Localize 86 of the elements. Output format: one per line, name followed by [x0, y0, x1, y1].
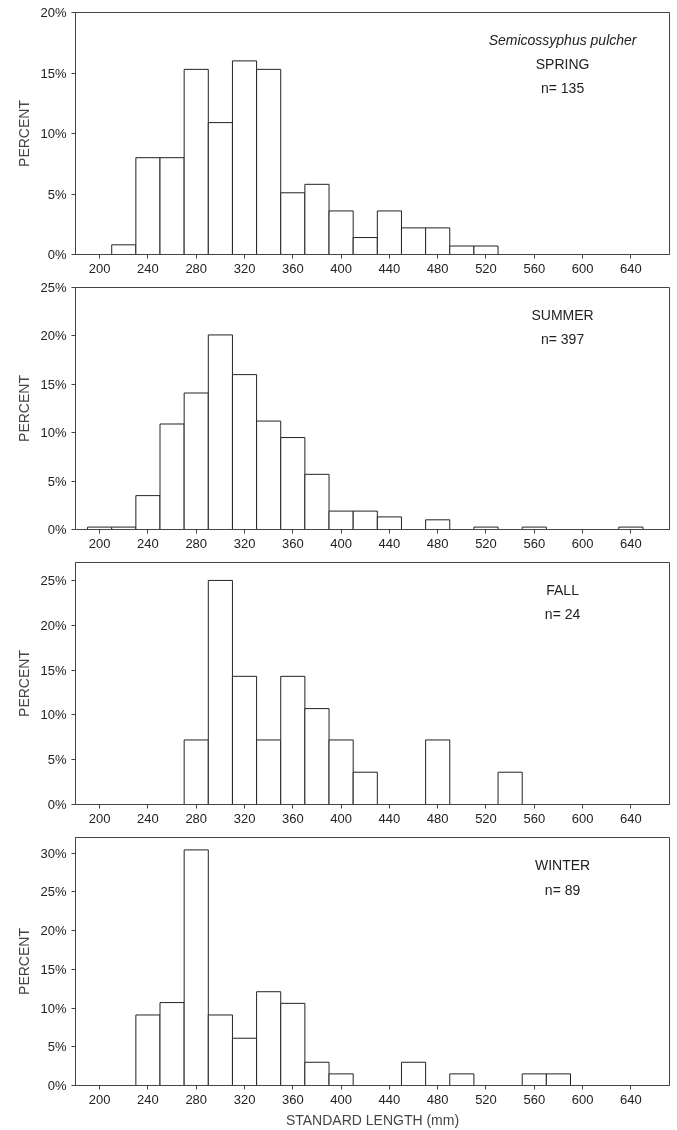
y-tick-label: 15% — [40, 961, 67, 977]
x-tick-label: 640 — [620, 810, 642, 826]
x-tick-label: 600 — [571, 810, 594, 826]
y-tick-label: 0% — [47, 797, 67, 812]
x-tick-label: 640 — [620, 260, 642, 276]
y-tick-label: 20% — [40, 617, 67, 633]
y-tick-label: 15% — [40, 376, 67, 392]
y-tick-label: 0% — [47, 1078, 67, 1093]
x-tick-label: 600 — [571, 535, 594, 551]
x-tick-label: 200 — [88, 260, 111, 276]
x-tick-label: 320 — [233, 810, 256, 826]
y-axis-title: PERCENT — [16, 99, 33, 167]
x-tick-label: 360 — [281, 1091, 304, 1107]
x-tick-label: 640 — [620, 535, 642, 551]
x-tick-label: 520 — [475, 1091, 497, 1107]
x-tick-label: 480 — [426, 260, 449, 276]
x-tick-label: 200 — [88, 810, 111, 826]
y-axis-title: PERCENT — [16, 649, 33, 717]
x-tick-label: 560 — [523, 810, 546, 826]
x-tick-label: 320 — [233, 1091, 256, 1107]
annotation: n= 24 — [544, 606, 581, 623]
x-tick-label: 480 — [426, 810, 449, 826]
y-tick-label: 20% — [40, 5, 67, 20]
annotation: n= 397 — [540, 331, 585, 348]
x-tick-label: 280 — [185, 1091, 208, 1107]
x-tick-label: 360 — [281, 535, 304, 551]
x-tick-label: 240 — [137, 810, 159, 826]
x-tick-label: 480 — [426, 535, 449, 551]
y-tick-label: 10% — [40, 1000, 67, 1016]
x-tick-label: 200 — [88, 1091, 111, 1107]
x-tick-label: 520 — [475, 535, 497, 551]
x-tick-label: 280 — [185, 535, 208, 551]
x-tick-label: 200 — [88, 535, 111, 551]
y-tick-label: 5% — [47, 1039, 67, 1055]
x-tick-label: 400 — [330, 535, 352, 551]
x-tick-label: 320 — [233, 260, 256, 276]
x-tick-label: 440 — [378, 1091, 401, 1107]
y-tick-label: 5% — [47, 186, 67, 202]
x-tick-label: 440 — [378, 810, 401, 826]
x-tick-label: 560 — [523, 1091, 546, 1107]
x-tick-label: 440 — [378, 535, 401, 551]
annotation: SPRING — [535, 56, 590, 73]
x-tick-label: 280 — [185, 260, 208, 276]
x-tick-label: 360 — [281, 810, 304, 826]
x-tick-label: 320 — [233, 535, 256, 551]
y-tick-label: 25% — [40, 884, 67, 900]
annotation: WINTER — [534, 857, 591, 874]
y-tick-label: 25% — [40, 280, 67, 295]
x-tick-label: 400 — [330, 1091, 352, 1107]
x-tick-label: 560 — [523, 260, 546, 276]
x-tick-label: 520 — [475, 260, 497, 276]
x-tick-label: 520 — [475, 810, 497, 826]
x-tick-label: 280 — [185, 810, 208, 826]
annotation: Semicossyphus pulcher — [488, 31, 638, 48]
y-tick-label: 30% — [40, 845, 67, 861]
annotation: n= 89 — [544, 882, 581, 899]
x-tick-label: 360 — [281, 260, 304, 276]
y-tick-label: 5% — [47, 752, 67, 768]
x-tick-label: 600 — [571, 260, 594, 276]
x-tick-label: 400 — [330, 260, 352, 276]
y-tick-label: 10% — [40, 126, 67, 141]
y-tick-label: 20% — [40, 328, 67, 344]
x-tick-label: 480 — [426, 1091, 449, 1107]
x-tick-label: 600 — [571, 1091, 594, 1107]
x-axis-title: STANDARD LENGTH (mm) — [285, 1111, 460, 1128]
y-axis-title: PERCENT — [16, 374, 33, 442]
annotation: n= 135 — [540, 80, 585, 97]
y-tick-label: 10% — [40, 707, 67, 723]
y-axis-title: PERCENT — [16, 927, 33, 995]
y-tick-label: 15% — [40, 65, 67, 81]
y-tick-label: 0% — [47, 247, 67, 262]
y-tick-label: 0% — [47, 522, 67, 537]
y-tick-label: 10% — [40, 425, 67, 441]
y-tick-label: 25% — [40, 572, 67, 588]
x-tick-label: 440 — [378, 260, 401, 276]
y-tick-label: 5% — [47, 473, 67, 489]
x-tick-label: 400 — [330, 810, 352, 826]
x-tick-label: 240 — [137, 535, 159, 551]
y-tick-label: 15% — [40, 662, 67, 678]
x-tick-label: 240 — [137, 260, 159, 276]
x-tick-label: 240 — [137, 1091, 159, 1107]
annotation: FALL — [546, 581, 580, 598]
x-tick-label: 640 — [620, 1091, 642, 1107]
y-tick-label: 20% — [40, 923, 67, 938]
annotation: SUMMER — [531, 306, 594, 323]
x-tick-label: 560 — [523, 535, 546, 551]
